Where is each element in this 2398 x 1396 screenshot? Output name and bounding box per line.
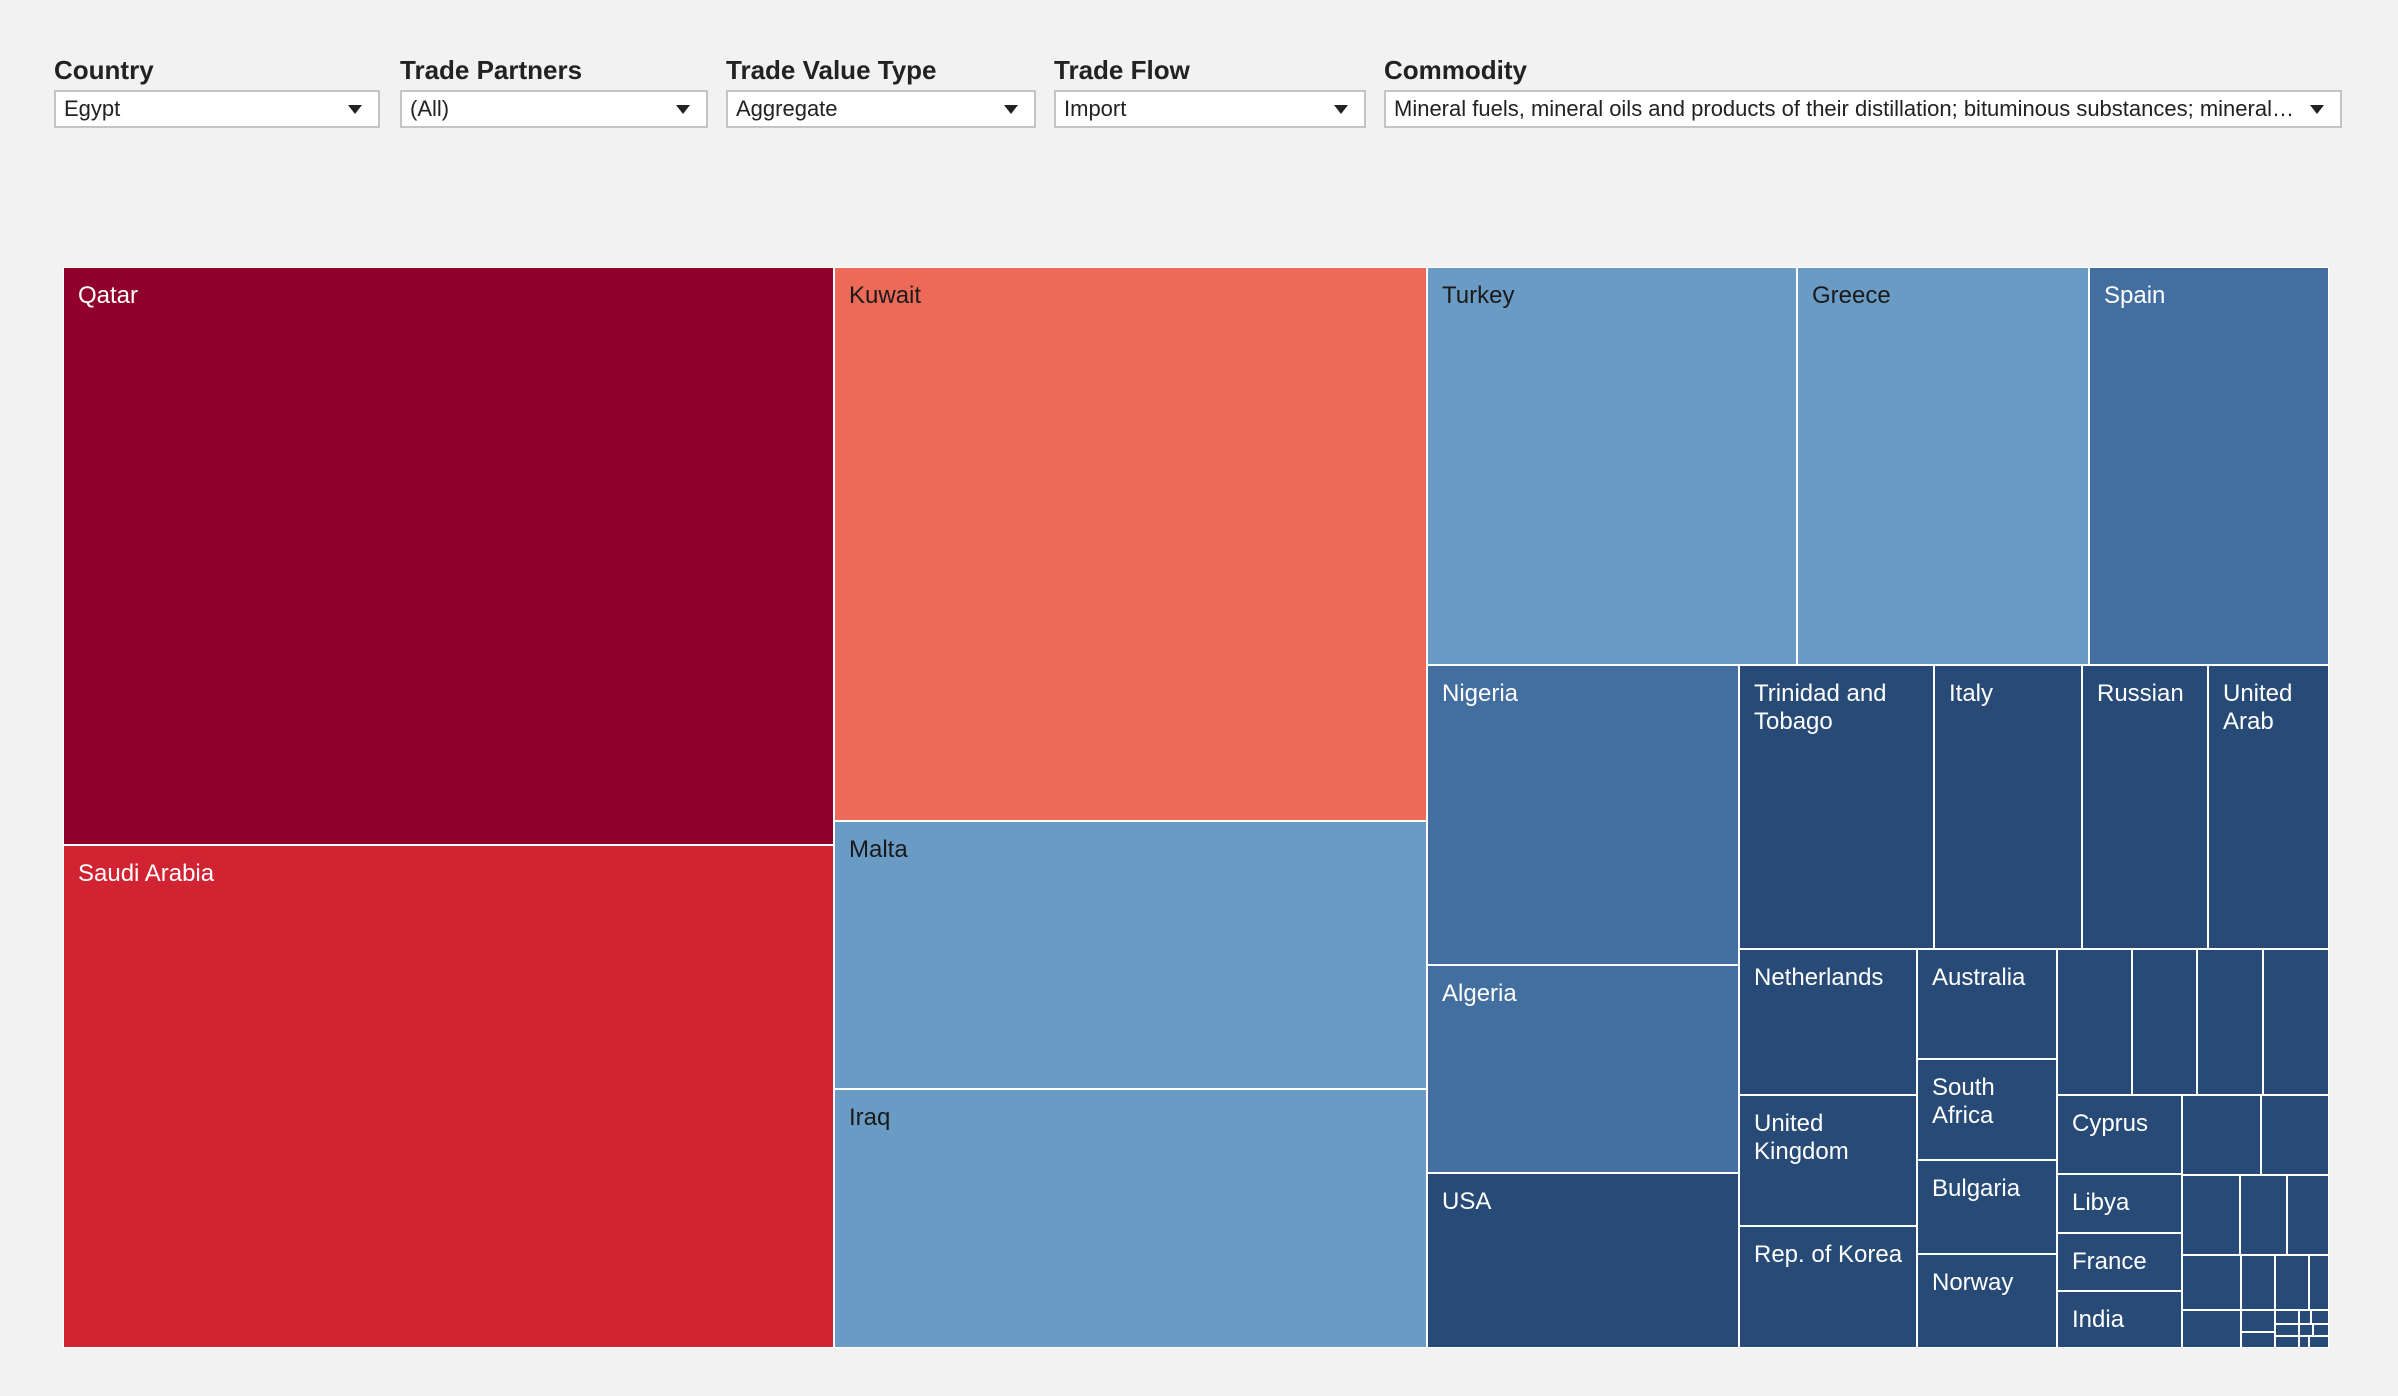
tile-kuwait[interactable]: Kuwait: [834, 267, 1427, 821]
tile-label: Norway: [1932, 1269, 2014, 1296]
tile-small-partner[interactable]: [2275, 1255, 2309, 1310]
country-dropdown[interactable]: Egypt: [54, 90, 380, 128]
tile-small-partner[interactable]: [2132, 949, 2197, 1095]
chevron-down-icon: [1334, 105, 1348, 114]
tile-label: Netherlands: [1754, 964, 1884, 991]
tile-netherlands[interactable]: Netherlands: [1739, 949, 1917, 1095]
tile-label: Spain: [2104, 282, 2166, 309]
tile-small-partner[interactable]: [2261, 1095, 2329, 1175]
tile-label: Trinidad and Tobago: [1754, 680, 1887, 735]
tile-small-partner[interactable]: [2287, 1175, 2329, 1255]
tile-label: Turkey: [1442, 282, 1515, 309]
filter-trade-flow: Trade Flow Import: [1054, 52, 1366, 128]
commodity-dropdown[interactable]: Mineral fuels, mineral oils and products…: [1384, 90, 2342, 128]
tile-small-partner[interactable]: [2240, 1175, 2287, 1255]
trade-flow-dropdown[interactable]: Import: [1054, 90, 1366, 128]
tile-norway[interactable]: Norway: [1917, 1254, 2057, 1348]
tile-small-partner[interactable]: [2275, 1324, 2299, 1336]
tile-label: Italy: [1949, 680, 1994, 707]
tile-label: France: [2072, 1248, 2147, 1275]
filter-trade-flow-label: Trade Flow: [1054, 55, 1190, 85]
tile-small-partner[interactable]: [2299, 1324, 2313, 1336]
tile-label: United Kingdom: [1754, 1110, 1849, 1165]
tile-label: Greece: [1812, 282, 1891, 309]
tile-small-partner[interactable]: [2313, 1324, 2329, 1336]
tile-greece[interactable]: Greece: [1797, 267, 2089, 665]
tile-cyprus[interactable]: Cyprus: [2057, 1095, 2182, 1174]
trade-value-type-dropdown[interactable]: Aggregate: [726, 90, 1036, 128]
tile-south-africa[interactable]: South Africa: [1917, 1059, 2057, 1160]
filter-trade-value-type: Trade Value Type Aggregate: [726, 52, 1036, 128]
tile-saudi-arabia[interactable]: Saudi Arabia: [63, 845, 834, 1348]
tile-label: Saudi Arabia: [78, 860, 215, 887]
tile-india[interactable]: India: [2057, 1291, 2182, 1348]
tile-small-partner[interactable]: [2197, 949, 2263, 1095]
tile-malta[interactable]: Malta: [834, 821, 1427, 1089]
tile-small-partner[interactable]: [2299, 1310, 2311, 1324]
chevron-down-icon: [676, 105, 690, 114]
tile-small-partner[interactable]: [2182, 1310, 2241, 1348]
tile-small-partner[interactable]: [2241, 1255, 2275, 1310]
tile-label: South Africa: [1932, 1074, 1995, 1129]
filter-trade-partners: Trade Partners (All): [400, 52, 708, 128]
tile-nigeria[interactable]: Nigeria: [1427, 665, 1739, 965]
filter-country: Country Egypt: [54, 52, 380, 128]
tile-small-partner[interactable]: [2309, 1336, 2329, 1348]
tile-united-kingdom[interactable]: United Kingdom: [1739, 1095, 1917, 1226]
chevron-down-icon: [348, 105, 362, 114]
tile-russian[interactable]: Russian: [2082, 665, 2208, 949]
tile-small-partner[interactable]: [2182, 1175, 2240, 1255]
tile-label: United Arab: [2223, 680, 2293, 735]
tile-france[interactable]: France: [2057, 1233, 2182, 1291]
tile-label: Russian: [2097, 680, 2184, 707]
tile-label: Australia: [1932, 964, 2026, 991]
tile-bulgaria[interactable]: Bulgaria: [1917, 1160, 2057, 1254]
tile-rep-of-korea[interactable]: Rep. of Korea: [1739, 1226, 1917, 1348]
tile-label: Libya: [2072, 1189, 2130, 1216]
tile-small-partner[interactable]: [2057, 949, 2132, 1095]
tile-small-partner[interactable]: [2275, 1310, 2299, 1324]
tile-spain[interactable]: Spain: [2089, 267, 2329, 665]
tile-algeria[interactable]: Algeria: [1427, 965, 1739, 1173]
tile-small-partner[interactable]: [2309, 1255, 2329, 1310]
tile-label: Cyprus: [2072, 1110, 2149, 1137]
tile-label: Nigeria: [1442, 680, 1519, 707]
trade-partners-dropdown[interactable]: (All): [400, 90, 708, 128]
tile-small-partner[interactable]: [2311, 1310, 2329, 1324]
tile-united-arab[interactable]: United Arab: [2208, 665, 2329, 949]
tile-small-partner[interactable]: [2182, 1095, 2261, 1175]
filter-trade-value-type-label: Trade Value Type: [726, 55, 937, 85]
tile-qatar[interactable]: Qatar: [63, 267, 834, 845]
tile-label: Kuwait: [849, 282, 922, 309]
tile-small-partner[interactable]: [2299, 1336, 2309, 1348]
tile-label: Qatar: [78, 282, 139, 309]
tile-australia[interactable]: Australia: [1917, 949, 2057, 1059]
tile-label: Algeria: [1442, 980, 1517, 1007]
tile-trinidad-and-tobago[interactable]: Trinidad and Tobago: [1739, 665, 1934, 949]
tile-small-partner[interactable]: [2263, 949, 2329, 1095]
tile-label: USA: [1442, 1188, 1492, 1215]
tile-iraq[interactable]: Iraq: [834, 1089, 1427, 1348]
chevron-down-icon: [1004, 105, 1018, 114]
filter-commodity: Commodity Mineral fuels, mineral oils an…: [1384, 52, 2342, 128]
filter-commodity-label: Commodity: [1384, 55, 1527, 85]
tile-label: Rep. of Korea: [1754, 1241, 1903, 1268]
tile-label: India: [2072, 1306, 2125, 1333]
tile-usa[interactable]: USA: [1427, 1173, 1739, 1348]
tile-small-partner[interactable]: [2241, 1310, 2275, 1332]
filter-country-label: Country: [54, 55, 154, 85]
tile-small-partner[interactable]: [2275, 1336, 2299, 1348]
tile-label: Malta: [849, 836, 908, 863]
tile-libya[interactable]: Libya: [2057, 1174, 2182, 1233]
tile-label: Iraq: [849, 1104, 891, 1131]
filter-trade-partners-label: Trade Partners: [400, 55, 583, 85]
tile-italy[interactable]: Italy: [1934, 665, 2082, 949]
tile-label: Bulgaria: [1932, 1175, 2021, 1202]
chevron-down-icon: [2310, 105, 2324, 114]
tile-turkey[interactable]: Turkey: [1427, 267, 1797, 665]
tile-small-partner[interactable]: [2241, 1332, 2275, 1348]
tile-small-partner[interactable]: [2182, 1255, 2241, 1310]
